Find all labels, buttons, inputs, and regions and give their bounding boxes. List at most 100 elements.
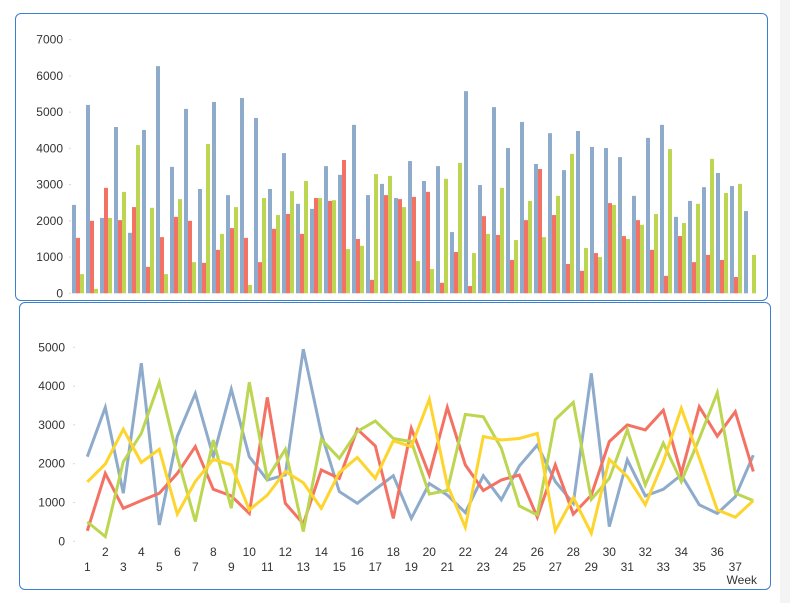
bar-green [346,249,350,294]
y-tick-label: 5000 [38,340,65,354]
bar-green [304,180,308,294]
x-tick-label: 4 [138,545,145,559]
bar-red [608,203,612,294]
bar-blue [660,124,664,294]
bar-green [500,187,504,294]
bar-red [650,249,654,294]
bar-green [472,253,476,294]
y-tick-label: 4000 [36,141,63,155]
bar-blue [338,174,342,294]
bar-green [556,195,560,294]
bar-red [636,220,640,294]
x-tick-label: 11 [261,560,274,574]
bar-blue [114,127,118,294]
bar-blue [198,188,202,294]
bar-red [580,270,584,294]
bar-red [692,262,696,294]
bar-blue [254,117,258,294]
bar-blue [604,148,608,294]
bar-red [524,220,528,294]
bar-blue [212,102,216,294]
y-tick-mark [69,111,71,113]
bar-red [664,275,668,294]
bar-green [654,213,658,294]
y-tick-label: 7000 [36,33,63,47]
bar-blue [534,163,538,294]
bar-blue [128,232,132,294]
bar-blue [436,166,440,294]
bar-red [174,216,178,294]
bar-red [454,251,458,294]
bar-green [486,233,490,294]
bar-green [710,158,714,294]
x-axis-title: Week [727,573,758,587]
y-tick-mark [69,256,71,258]
bar-green [94,288,98,294]
x-tick-label: 10 [243,545,257,559]
y-tick-label: 5000 [36,105,63,119]
bar-green [220,233,224,294]
bar-red [552,215,556,294]
bar-blue [408,161,412,294]
bar-green [570,153,574,294]
bar-blue [730,186,734,294]
bar-green [80,274,84,294]
bar-green [696,203,700,294]
y-tick-mark [69,184,71,186]
bar-red [734,276,738,294]
bar-red [286,213,290,294]
bar-green [290,191,294,294]
y-tick-mark [73,463,75,465]
x-tick-label: 18 [387,545,401,559]
bar-blue [688,200,692,294]
bar-green [164,274,168,294]
bar-blue [170,166,174,294]
bar-blue [590,146,594,294]
x-tick-label: 31 [621,560,635,574]
x-tick-label: 2 [102,545,109,559]
bar-blue [352,124,356,294]
bar-blue [296,203,300,294]
x-tick-label: 24 [495,545,509,559]
line-chart: 0100020003000400050001234567891011121314… [38,340,758,587]
bar-blue [618,157,622,294]
x-tick-label: 22 [459,545,473,559]
bar-blue [156,66,160,294]
x-tick-label: 37 [729,560,743,574]
bar-red [426,191,430,294]
bar-blue [268,188,272,294]
y-tick-mark [73,424,75,426]
bar-red [398,199,402,294]
bar-red [90,220,94,294]
bar-green [318,198,322,294]
bar-blue [422,180,426,294]
bar-green [402,207,406,294]
bar-red [188,220,192,294]
x-tick-label: 19 [405,560,419,574]
bar-blue [226,195,230,294]
bar-green [332,200,336,294]
y-tick-label: 2000 [38,457,65,471]
bar-green [206,144,210,294]
x-tick-label: 23 [477,560,491,574]
bar-red [468,286,472,294]
bar-green [682,223,686,294]
x-tick-label: 8 [210,545,217,559]
bar-green [724,192,728,294]
y-tick-mark [69,292,71,294]
y-tick-mark [69,147,71,149]
bar-green [542,237,546,294]
bar-green [598,257,602,294]
y-tick-mark [69,220,71,222]
bar-green [612,204,616,294]
y-tick-mark [69,39,71,41]
x-tick-label: 9 [228,560,235,574]
bar-chart: 0 1000 2000 3000 4000 5000 6000 7000 [36,33,756,300]
bar-green [388,175,392,294]
bar-red [384,195,388,294]
y-tick-label: 3000 [36,178,63,192]
x-tick-label: 28 [567,545,581,559]
bar-blue [142,129,146,294]
bar-blue [450,232,454,294]
bar-red [566,263,570,294]
